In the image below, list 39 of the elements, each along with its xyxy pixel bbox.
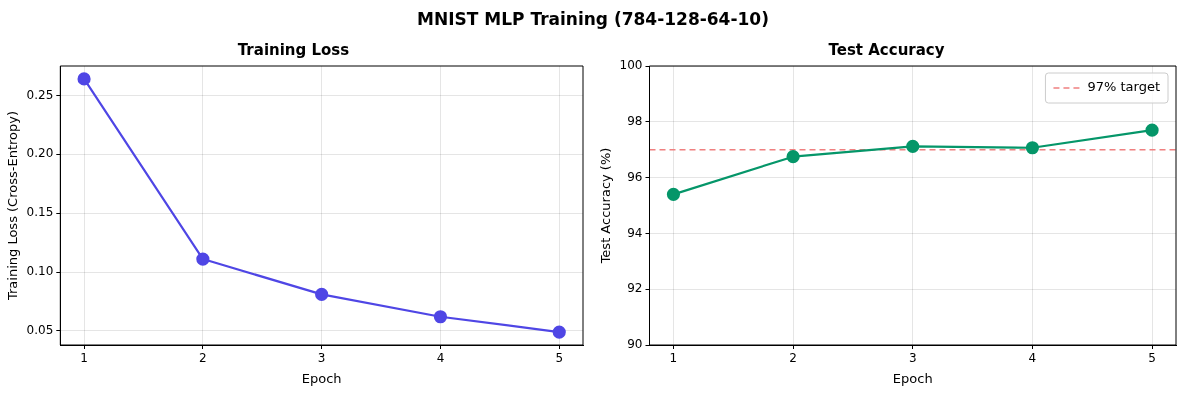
chart-title: Test Accuracy xyxy=(828,40,945,59)
y-axis-title: Training Loss (Cross-Entropy) xyxy=(5,110,21,302)
x-tick-label: 5 xyxy=(1148,351,1156,366)
y-tick-label: 100 xyxy=(619,58,643,73)
x-tick-label: 3 xyxy=(908,351,917,366)
point xyxy=(552,325,566,339)
y-tick-label: 98 xyxy=(627,113,643,128)
y-tick-label: 0.20 xyxy=(26,146,54,161)
point xyxy=(786,150,800,164)
y-tick-label: 90 xyxy=(627,337,643,352)
y-tick-label: 94 xyxy=(627,225,643,240)
y-tick-label: 92 xyxy=(627,281,643,296)
point xyxy=(196,252,210,266)
text: MNIST MLP Training (784-128-64-10) xyxy=(416,8,770,31)
chart-title: Training Loss xyxy=(237,40,350,59)
legend-label: 97% target xyxy=(1087,79,1161,95)
x-axis-title: Epoch xyxy=(892,370,933,386)
y-tick-label: 0.15 xyxy=(26,205,54,220)
x-tick-label: 1 xyxy=(80,351,88,366)
point xyxy=(433,310,448,324)
y-tick-label: 96 xyxy=(627,169,643,184)
point xyxy=(315,287,329,301)
x-tick-label: 1 xyxy=(669,351,678,366)
point xyxy=(77,72,91,86)
x-tick-label: 2 xyxy=(199,351,207,366)
x-tick-label: 2 xyxy=(789,351,797,366)
x-tick-label: 4 xyxy=(436,351,445,366)
x-tick-label: 3 xyxy=(317,351,326,366)
y-tick-label: 0.25 xyxy=(26,87,54,102)
y-tick-label: 0.05 xyxy=(26,323,54,337)
x-tick-label: 5 xyxy=(555,351,564,366)
x-tick-label: 4 xyxy=(1028,351,1037,366)
y-axis-title: Test Accuracy (%) xyxy=(598,147,614,265)
point xyxy=(666,187,681,201)
x-axis-title: Epoch xyxy=(301,370,342,386)
point xyxy=(906,139,920,153)
point xyxy=(1145,123,1159,137)
point xyxy=(1025,141,1040,155)
y-tick-label: 0.10 xyxy=(26,264,54,279)
